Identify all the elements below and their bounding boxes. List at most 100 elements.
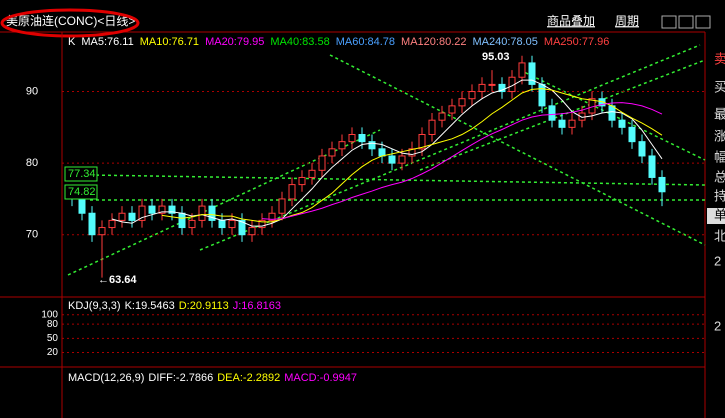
- indicator-label: KDJ(9,3,3): [68, 300, 121, 312]
- highlight-circle: [0, 8, 140, 38]
- candle-body: [168, 205, 176, 214]
- candle-body: [188, 219, 196, 229]
- candle-body: [248, 227, 256, 236]
- sidebar-label: 总: [714, 169, 725, 184]
- y-tick-label: 20: [47, 347, 59, 358]
- indicator-label: DIFF:-2.7866: [148, 372, 213, 384]
- menu-item[interactable]: 周期: [615, 14, 639, 28]
- y-tick-label: 50: [47, 333, 59, 344]
- sidebar-label: 最: [714, 106, 725, 121]
- candle-body: [388, 155, 396, 164]
- candle-body: [468, 91, 476, 100]
- candle-body: [118, 212, 126, 221]
- icon-button[interactable]: [695, 15, 711, 29]
- candle-body: [138, 205, 146, 221]
- candle-body: [608, 105, 616, 121]
- candle-body: [198, 205, 206, 221]
- candle-body: [458, 98, 466, 107]
- moving-average: [161, 88, 663, 223]
- indicator-label: K:19.5463: [125, 300, 175, 312]
- y-tick-label: 80: [26, 157, 38, 169]
- indicator-label: MACD:-0.9947: [284, 372, 357, 384]
- sidebar-label: 北: [714, 228, 725, 243]
- sidebar-label: 幅: [714, 149, 725, 164]
- candle-body: [518, 62, 526, 78]
- candle-body: [548, 105, 556, 121]
- y-tick-label: 100: [41, 309, 58, 320]
- candle-body: [628, 126, 636, 143]
- candle-body: [358, 134, 366, 143]
- icon-button[interactable]: [678, 15, 694, 29]
- indicator-label: D:20.9113: [179, 300, 229, 312]
- candle-body: [478, 83, 486, 93]
- candle-body: [98, 227, 106, 236]
- indicator-label: J:16.8163: [233, 300, 281, 312]
- ma-legend: MA40:83.58: [270, 36, 329, 48]
- price-box: [64, 184, 98, 200]
- candle-body: [218, 219, 226, 229]
- candle-body: [268, 212, 276, 221]
- trend-lines: [67, 44, 706, 276]
- sidebar-label: 单: [714, 207, 725, 222]
- ma-legend: MA120:80.22: [401, 36, 466, 48]
- sidebar-label: 持: [714, 188, 725, 203]
- candle-body: [78, 198, 86, 214]
- candle-body: [658, 176, 666, 193]
- candle-body: [538, 83, 546, 107]
- candle-body: [488, 83, 496, 86]
- candle-body: [178, 212, 186, 229]
- price-box-label: 77.34: [68, 168, 96, 180]
- candle-body: [378, 148, 386, 157]
- candle-body: [258, 219, 266, 229]
- candle-body: [498, 83, 506, 93]
- sidebar-label: 买: [714, 79, 725, 94]
- candle-body: [418, 134, 426, 150]
- candle-body: [618, 119, 626, 128]
- candle-body: [448, 105, 456, 114]
- candle-body: [238, 219, 246, 236]
- price-box-label: 74.82: [68, 186, 96, 198]
- icon-button[interactable]: [661, 15, 677, 29]
- candle-body: [228, 219, 236, 229]
- candle-body: [598, 98, 606, 107]
- ma-legend: MA5:76.11: [81, 36, 133, 48]
- candle-body: [368, 141, 376, 150]
- candle-body: [158, 205, 166, 214]
- candle-body: [338, 141, 346, 150]
- y-tick-label: 90: [26, 85, 38, 97]
- candle-body: [148, 205, 156, 214]
- candle-body: [128, 212, 136, 221]
- sidebar-label: 2: [714, 253, 721, 268]
- candle-body: [558, 119, 566, 128]
- candle-body: [648, 155, 656, 178]
- sidebar-highlight: [707, 208, 725, 224]
- candle-body: [308, 169, 316, 178]
- menu-item[interactable]: 商品叠加: [547, 13, 595, 28]
- candle-body: [398, 155, 406, 164]
- ma-legend: K: [68, 36, 76, 48]
- chart-title: 美原油连(CONC)<日线>: [6, 13, 135, 28]
- candle-body: [208, 205, 216, 221]
- candle-body: [318, 155, 326, 171]
- candle-body: [108, 219, 116, 229]
- candle-body: [408, 148, 416, 157]
- candle-body: [428, 119, 436, 136]
- candle-body: [88, 212, 96, 236]
- candle-body: [298, 176, 306, 186]
- candle-body: [638, 141, 646, 157]
- ma-legend: MA60:84.78: [336, 36, 395, 48]
- moving-average: [261, 102, 663, 220]
- candle-body: [348, 134, 356, 143]
- price-box: [64, 166, 98, 182]
- high-annotation: 95.03: [482, 51, 510, 63]
- candle-body: [528, 62, 536, 85]
- indicator-label: DEA:-2.2892: [217, 372, 280, 384]
- y-tick-label: 80: [47, 319, 59, 330]
- toolbar: [0, 0, 725, 32]
- candle-body: [288, 184, 296, 200]
- sidebar-label: 2: [714, 318, 721, 333]
- sidebar-label: 涨: [714, 128, 725, 143]
- ma-legend: MA250:77.96: [544, 36, 609, 48]
